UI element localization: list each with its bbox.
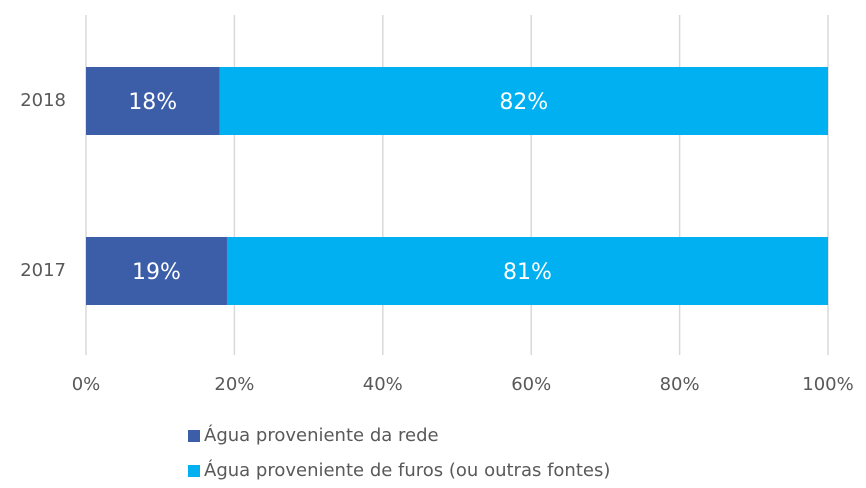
bar-segment bbox=[219, 67, 828, 135]
x-tick-label: 100% bbox=[802, 374, 853, 395]
x-tick-label: 80% bbox=[660, 374, 700, 395]
bar-segment bbox=[86, 67, 220, 135]
legend-swatch bbox=[188, 465, 200, 477]
bar-segment bbox=[226, 237, 829, 305]
x-tick-label: 20% bbox=[214, 374, 254, 395]
legend-label: Água proveniente da rede bbox=[204, 424, 439, 446]
value-label: 18% bbox=[128, 90, 177, 115]
legend-swatch bbox=[188, 430, 200, 442]
y-tick-label: 2018 bbox=[20, 90, 66, 111]
x-tick-label: 40% bbox=[363, 374, 403, 395]
value-label: 81% bbox=[503, 260, 552, 285]
bar-segment bbox=[86, 237, 227, 305]
value-label: 19% bbox=[132, 260, 181, 285]
legend-label: Água proveniente de furos (ou outras fon… bbox=[204, 459, 610, 481]
x-tick-label: 0% bbox=[72, 374, 101, 395]
y-tick-label: 2017 bbox=[20, 260, 66, 281]
value-label: 82% bbox=[499, 90, 548, 115]
x-tick-label: 60% bbox=[511, 374, 551, 395]
